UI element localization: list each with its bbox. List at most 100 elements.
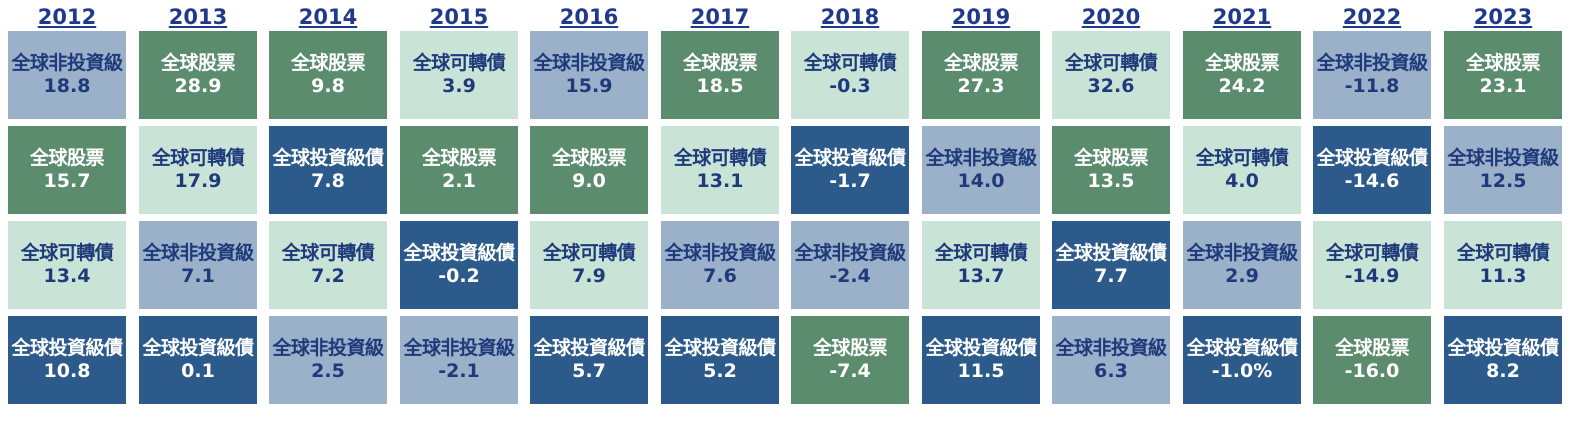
cell-2016-convertible: 全球可轉債 7.9 <box>530 221 648 309</box>
cell-2021-equity: 全球股票 24.2 <box>1183 31 1301 119</box>
asset-name: 全球可轉債 <box>151 147 245 170</box>
asset-name: 全球可轉債 <box>1195 147 1289 170</box>
cell-2016-investment-grade: 全球投資級債 5.7 <box>530 316 648 404</box>
return-value: 11.3 <box>1479 265 1527 287</box>
return-value: 18.8 <box>43 75 91 97</box>
asset-name: 全球投資級債 <box>794 147 906 170</box>
cell-2022-high-yield: 全球非投資級 -11.8 <box>1313 31 1431 119</box>
cell-2012-equity: 全球股票 15.7 <box>8 126 126 214</box>
asset-name: 全球非投資級 <box>925 147 1037 170</box>
asset-name: 全球股票 <box>29 147 105 170</box>
asset-name: 全球股票 <box>551 147 627 170</box>
asset-name: 全球非投資級 <box>664 242 776 265</box>
return-value: 23.1 <box>1479 75 1527 97</box>
return-value: 5.7 <box>572 360 606 382</box>
asset-name: 全球股票 <box>421 147 497 170</box>
cell-2013-convertible: 全球可轉債 17.9 <box>139 126 257 214</box>
return-value: 13.1 <box>696 170 744 192</box>
return-value: -16.0 <box>1344 360 1400 382</box>
asset-name: 全球投資級債 <box>142 337 254 360</box>
asset-name: 全球非投資級 <box>11 52 123 75</box>
return-value: -1.7 <box>829 170 871 192</box>
cell-2017-equity: 全球股票 18.5 <box>661 31 779 119</box>
cell-2015-investment-grade: 全球投資級債 -0.2 <box>400 221 518 309</box>
asset-name: 全球可轉債 <box>412 52 506 75</box>
cell-2019-investment-grade: 全球投資級債 11.5 <box>922 316 1040 404</box>
asset-name: 全球可轉債 <box>934 242 1028 265</box>
cell-2022-convertible: 全球可轉債 -14.9 <box>1313 221 1431 309</box>
return-value: 28.9 <box>174 75 222 97</box>
cell-2022-investment-grade: 全球投資級債 -14.6 <box>1313 126 1431 214</box>
cell-2021-investment-grade: 全球投資級債 -1.0% <box>1183 316 1301 404</box>
cell-2014-investment-grade: 全球投資級債 7.8 <box>269 126 387 214</box>
return-value: 32.6 <box>1087 75 1135 97</box>
return-value: -11.8 <box>1344 75 1400 97</box>
cell-2015-high-yield: 全球非投資級 -2.1 <box>400 316 518 404</box>
asset-name: 全球投資級債 <box>664 337 776 360</box>
return-value: 7.7 <box>1094 265 1128 287</box>
asset-name: 全球投資級債 <box>11 337 123 360</box>
asset-name: 全球非投資級 <box>1316 52 1428 75</box>
cell-2023-equity: 全球股票 23.1 <box>1444 31 1562 119</box>
asset-name: 全球可轉債 <box>281 242 375 265</box>
return-value: 15.9 <box>565 75 613 97</box>
asset-name: 全球非投資級 <box>272 337 384 360</box>
asset-name: 全球非投資級 <box>403 337 515 360</box>
return-value: 2.1 <box>442 170 476 192</box>
cell-2016-equity: 全球股票 9.0 <box>530 126 648 214</box>
asset-name: 全球非投資級 <box>794 242 906 265</box>
asset-name: 全球股票 <box>1465 52 1541 75</box>
cell-2015-equity: 全球股票 2.1 <box>400 126 518 214</box>
asset-name: 全球可轉債 <box>1064 52 1158 75</box>
cell-2020-equity: 全球股票 13.5 <box>1052 126 1170 214</box>
return-value: 7.1 <box>181 265 215 287</box>
return-value: -2.1 <box>438 360 480 382</box>
cell-2020-convertible: 全球可轉債 32.6 <box>1052 31 1170 119</box>
cell-2013-high-yield: 全球非投資級 7.1 <box>139 221 257 309</box>
cell-2018-convertible: 全球可轉債 -0.3 <box>791 31 909 119</box>
return-value: -1.0% <box>1211 360 1273 382</box>
return-value: 13.5 <box>1087 170 1135 192</box>
return-value: 4.0 <box>1225 170 1259 192</box>
cell-2017-investment-grade: 全球投資級債 5.2 <box>661 316 779 404</box>
asset-name: 全球可轉債 <box>20 242 114 265</box>
asset-name: 全球可轉債 <box>1325 242 1419 265</box>
cell-2013-investment-grade: 全球投資級債 0.1 <box>139 316 257 404</box>
year-header-2018: 2018 <box>820 5 880 29</box>
return-value: 2.5 <box>311 360 345 382</box>
asset-name: 全球非投資級 <box>142 242 254 265</box>
return-value: -2.4 <box>829 265 871 287</box>
asset-name: 全球投資級債 <box>1316 147 1428 170</box>
cell-2023-convertible: 全球可轉債 11.3 <box>1444 221 1562 309</box>
cell-2014-high-yield: 全球非投資級 2.5 <box>269 316 387 404</box>
asset-name: 全球非投資級 <box>533 52 645 75</box>
return-value: 11.5 <box>957 360 1005 382</box>
asset-name: 全球投資級債 <box>403 242 515 265</box>
return-value: 10.8 <box>43 360 91 382</box>
year-header-2023: 2023 <box>1473 5 1533 29</box>
year-header-2012: 2012 <box>37 5 97 29</box>
asset-name: 全球投資級債 <box>533 337 645 360</box>
return-value: 9.0 <box>572 170 606 192</box>
cell-2016-high-yield: 全球非投資級 15.9 <box>530 31 648 119</box>
return-value: 5.2 <box>703 360 737 382</box>
cell-2014-equity: 全球股票 9.8 <box>269 31 387 119</box>
year-header-2013: 2013 <box>168 5 228 29</box>
return-value: -14.9 <box>1344 265 1400 287</box>
return-value: -7.4 <box>829 360 871 382</box>
cell-2014-convertible: 全球可轉債 7.2 <box>269 221 387 309</box>
return-value: 7.6 <box>703 265 737 287</box>
cell-2019-convertible: 全球可轉債 13.7 <box>922 221 1040 309</box>
year-header-2021: 2021 <box>1212 5 1272 29</box>
asset-name: 全球投資級債 <box>1186 337 1298 360</box>
return-value: 7.9 <box>572 265 606 287</box>
asset-name: 全球可轉債 <box>542 242 636 265</box>
asset-name: 全球可轉債 <box>803 52 897 75</box>
asset-name: 全球股票 <box>290 52 366 75</box>
return-value: 7.2 <box>311 265 345 287</box>
return-value: 3.9 <box>442 75 476 97</box>
cell-2013-equity: 全球股票 28.9 <box>139 31 257 119</box>
asset-name: 全球可轉債 <box>673 147 767 170</box>
cell-2017-high-yield: 全球非投資級 7.6 <box>661 221 779 309</box>
cell-2023-investment-grade: 全球投資級債 8.2 <box>1444 316 1562 404</box>
